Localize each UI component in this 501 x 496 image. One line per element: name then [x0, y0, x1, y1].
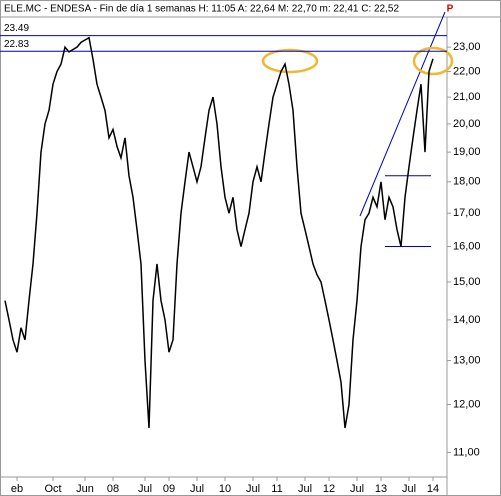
chart-title: ELE.MC - ENDESA - Fin de día 1 semanas H…: [4, 4, 399, 15]
y-tick-label: 21,00: [453, 91, 481, 103]
x-tick-label: 10: [219, 483, 231, 495]
price-line: [4, 36, 434, 429]
y-tick-label: 14,00: [453, 314, 481, 326]
x-tick-label: 13: [375, 483, 387, 495]
y-tick-label: 15,00: [453, 276, 481, 288]
y-tick-label: 13,00: [453, 355, 481, 367]
y-tick-label: 20,00: [453, 118, 481, 130]
x-tick-label: Jul: [246, 483, 260, 495]
x-tick-label: Jul: [298, 483, 312, 495]
x-tick-label: Oct: [44, 483, 61, 495]
highlight: [412, 46, 454, 76]
x-tick-label: Jul: [402, 483, 416, 495]
x-tick-label: Jul: [350, 483, 364, 495]
x-tick-label: 11: [271, 483, 282, 495]
x-tick-label: 12: [323, 483, 335, 495]
level-label: 22.83: [4, 39, 29, 50]
y-tick-label: 16,00: [453, 240, 481, 252]
trend-line: [359, 11, 446, 217]
badge: P: [447, 4, 454, 15]
y-tick-label: 22,00: [453, 65, 481, 77]
x-tick-label: Jun: [76, 483, 94, 495]
y-tick-label: 18,00: [453, 176, 481, 188]
highlight: [261, 48, 319, 74]
y-tick-label: 11,00: [453, 446, 480, 458]
x-tick-label: 14: [427, 483, 439, 495]
y-tick-label: 19,00: [453, 146, 481, 158]
y-tick-label: 12,00: [453, 398, 481, 410]
x-tick-label: 09: [163, 483, 175, 495]
y-tick-label: 17,00: [453, 207, 481, 219]
x-tick-label: 08: [107, 483, 119, 495]
x-tick-label: eb: [11, 483, 23, 495]
x-tick-label: Jul: [190, 483, 204, 495]
badge-box: [445, 2, 456, 15]
x-tick-label: Jul: [138, 483, 152, 495]
y-tick-label: 23,00: [453, 41, 481, 53]
level-label: 23.49: [4, 23, 29, 34]
